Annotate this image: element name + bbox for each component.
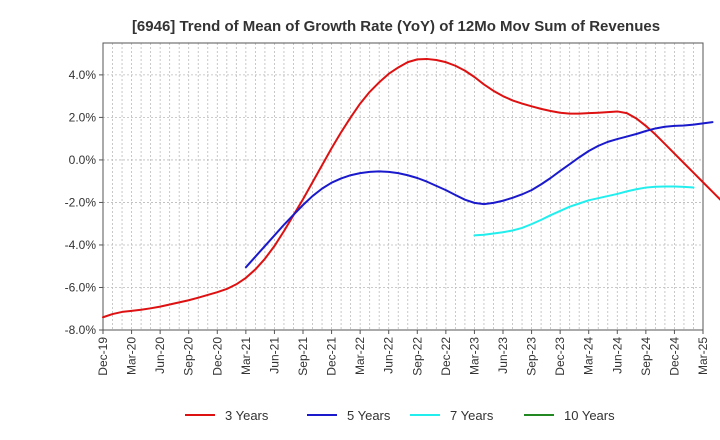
legend-label: 10 Years	[564, 408, 615, 423]
x-tick-label: Mar-21	[239, 337, 253, 375]
y-axis: 4.0% 2.0% 0.0% -2.0% -4.0% -6.0% -8.0%	[65, 68, 103, 337]
x-tick-label: Jun-22	[382, 337, 396, 374]
series-line-7-years	[473, 185, 695, 237]
legend-label: 5 Years	[347, 408, 391, 423]
x-tick-label: Mar-25	[696, 337, 710, 375]
x-tick-label: Mar-20	[125, 337, 139, 375]
y-tick-label: 2.0%	[69, 110, 97, 124]
x-tick-label: Sep-22	[410, 337, 424, 376]
x-tick-label: Jun-21	[267, 337, 281, 374]
x-tick-label: Sep-23	[525, 337, 539, 376]
y-tick-label: -2.0%	[65, 195, 97, 209]
x-tick-label: Dec-19	[96, 337, 110, 376]
y-tick-label: -4.0%	[65, 238, 97, 252]
x-tick-label: Dec-22	[439, 337, 453, 376]
x-axis: Dec-19 Mar-20 Jun-20 Sep-20 Dec-20 Mar-21 Jun-…	[96, 330, 710, 376]
series-line-3-years	[102, 57, 720, 319]
x-tick-label: Mar-24	[582, 337, 596, 375]
x-tick-label: Dec-24	[667, 337, 681, 376]
x-tick-label: Dec-21	[325, 337, 339, 376]
plot-area	[102, 42, 704, 331]
y-tick-label: -8.0%	[65, 323, 97, 337]
x-tick-label: Jun-24	[610, 337, 624, 374]
y-tick-label: 0.0%	[69, 153, 97, 167]
legend-label: 7 Years	[450, 408, 494, 423]
x-tick-label: Dec-20	[210, 337, 224, 376]
x-tick-label: Dec-23	[553, 337, 567, 376]
y-tick-label: -6.0%	[65, 280, 97, 294]
series-line-5-years	[244, 121, 714, 269]
x-tick-label: Sep-20	[182, 337, 196, 376]
x-tick-label: Jun-23	[496, 337, 510, 374]
x-tick-label: Sep-24	[639, 337, 653, 376]
y-tick-label: 4.0%	[69, 68, 97, 82]
x-tick-label: Jun-20	[153, 337, 167, 374]
series-lines	[102, 57, 720, 319]
legend-label: 3 Years	[225, 408, 269, 423]
x-tick-label: Mar-22	[353, 337, 367, 375]
grid	[103, 43, 703, 331]
chart-title: [6946] Trend of Mean of Growth Rate (YoY…	[132, 18, 660, 35]
x-tick-label: Sep-21	[296, 337, 310, 376]
legend: 3 Years 5 Years 7 Years 10 Years	[185, 408, 615, 423]
x-tick-label: Mar-23	[467, 337, 481, 375]
